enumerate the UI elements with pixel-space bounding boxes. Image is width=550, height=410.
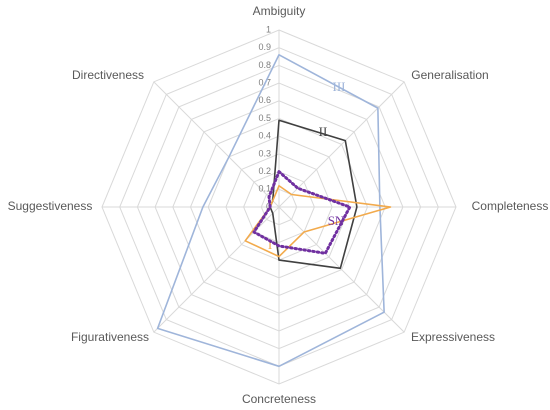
- series-label: SN: [328, 213, 345, 228]
- spoke: [278, 81, 405, 208]
- spoke: [153, 81, 280, 208]
- tick-label: 0.6: [258, 95, 271, 105]
- axis-label: Suggestiveness: [8, 199, 93, 213]
- axis-label: Figurativeness: [71, 330, 149, 344]
- axis-label: Generalisation: [411, 68, 488, 82]
- tick-label: 0.9: [258, 42, 271, 52]
- axis-label: Ambiguity: [253, 4, 306, 18]
- axis-label: Directiveness: [72, 68, 144, 82]
- tick-label: 0.8: [258, 60, 271, 70]
- tick-label: 0.3: [258, 148, 271, 158]
- spoke: [278, 206, 405, 333]
- series-line: [252, 170, 352, 255]
- axis-label: Concreteness: [242, 392, 316, 406]
- series-line: [156, 53, 385, 368]
- tick-label: 0: [266, 201, 271, 211]
- spoke: [153, 206, 280, 333]
- series-label: II: [319, 124, 328, 139]
- tick-label: 0.2: [258, 166, 271, 176]
- tick-label: 1: [266, 24, 271, 34]
- axis-label: Completeness: [472, 199, 549, 213]
- tick-label: 0.1: [258, 184, 271, 194]
- series-label: I: [268, 237, 272, 252]
- tick-label: 0.4: [258, 131, 271, 141]
- tick-label: 0.5: [258, 113, 271, 123]
- axis-label: Expressiveness: [411, 330, 495, 344]
- series-label: III: [333, 79, 346, 94]
